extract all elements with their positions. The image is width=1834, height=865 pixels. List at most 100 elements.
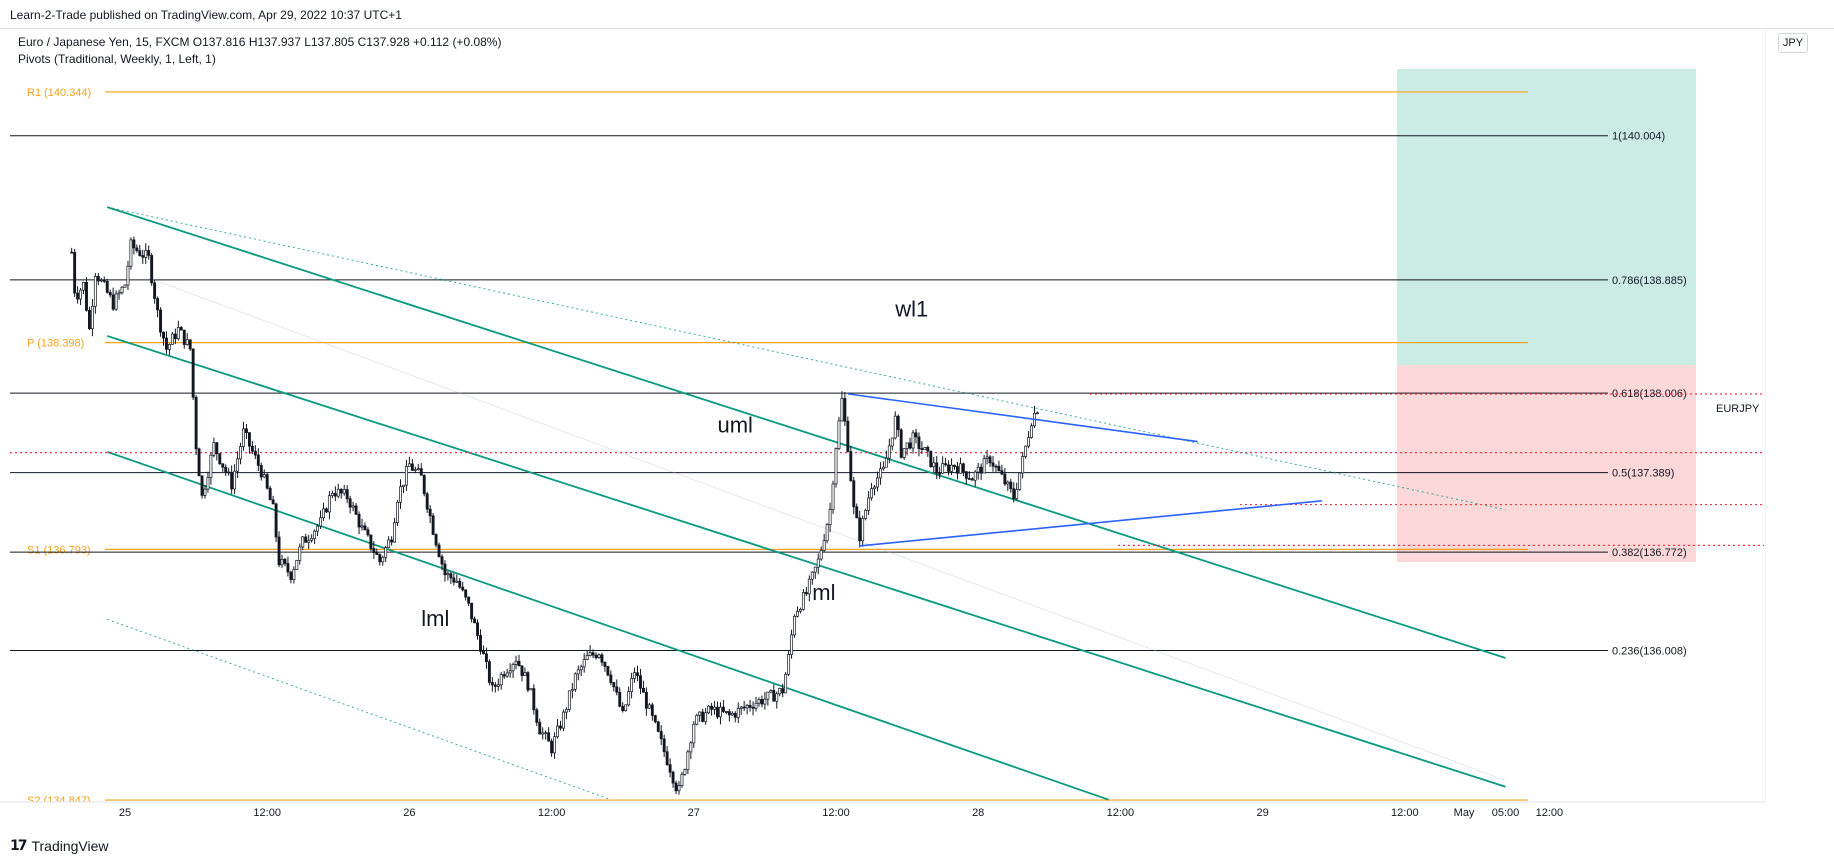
candle-body bbox=[339, 488, 343, 494]
candle-body bbox=[402, 484, 405, 488]
candle-body bbox=[351, 505, 355, 508]
candle-body bbox=[864, 510, 868, 519]
fib-level-label: 0.236(136.008) bbox=[1612, 645, 1687, 657]
candle-body bbox=[585, 655, 589, 660]
candle-body bbox=[639, 675, 642, 689]
candle-body bbox=[224, 466, 228, 473]
candle-body bbox=[807, 578, 811, 595]
candle-body bbox=[742, 706, 746, 709]
candle-body bbox=[375, 552, 379, 555]
candle-body bbox=[396, 501, 400, 524]
candle-body bbox=[135, 247, 139, 252]
pitchfork-line bbox=[106, 335, 1506, 788]
candle-body bbox=[754, 702, 758, 709]
chart-area[interactable]: R1 (140.344) P (138.398) S1 (136.793) S2 (1… bbox=[0, 28, 1766, 833]
x-tick-label: May bbox=[1454, 807, 1475, 819]
candle-body bbox=[964, 471, 968, 479]
candle-body bbox=[342, 489, 346, 494]
candle-body bbox=[630, 678, 634, 692]
candle-body bbox=[138, 250, 142, 256]
candle-body bbox=[529, 688, 533, 691]
candle-body bbox=[493, 684, 497, 687]
x-tick-label: 12:00 bbox=[538, 807, 566, 819]
candle-body bbox=[179, 327, 183, 331]
candle-body bbox=[784, 673, 788, 694]
candle-body bbox=[1018, 472, 1022, 490]
candle-body bbox=[520, 665, 524, 676]
candle-body bbox=[973, 471, 977, 481]
chart-annotation: uml bbox=[718, 413, 753, 438]
candle-body bbox=[126, 265, 130, 286]
candle-body bbox=[716, 706, 719, 718]
candle-body bbox=[810, 571, 814, 580]
symbol-legend[interactable]: Euro / Japanese Yen, 15, FXCM O137.816 H… bbox=[18, 35, 502, 49]
candle-body bbox=[455, 580, 459, 583]
currency-button[interactable]: JPY bbox=[1778, 33, 1808, 53]
pivots-legend[interactable]: Pivots (Traditional, Weekly, 1, Left, 1) bbox=[18, 52, 216, 66]
candle-body bbox=[150, 255, 154, 284]
candle-body bbox=[733, 713, 737, 718]
candle-body bbox=[739, 706, 743, 709]
candle-body bbox=[176, 327, 180, 340]
candle-body bbox=[449, 573, 453, 579]
candle-body bbox=[766, 691, 770, 700]
candle-body bbox=[70, 251, 74, 254]
candle-body bbox=[437, 544, 441, 558]
candle-body bbox=[502, 674, 506, 677]
candle-body bbox=[769, 690, 773, 693]
warning-line bbox=[107, 206, 1506, 511]
candle-body bbox=[87, 309, 91, 330]
candle-body bbox=[867, 497, 871, 511]
tradingview-logo[interactable]: 17 TradingView bbox=[10, 838, 109, 854]
publisher-bar: Learn-2-Trade published on TradingView.c… bbox=[0, 0, 1834, 29]
warning-line bbox=[107, 618, 612, 801]
candle-body bbox=[884, 457, 888, 468]
chart-annotation: lml bbox=[421, 606, 449, 631]
candle-body bbox=[793, 615, 796, 636]
candle-body bbox=[431, 515, 435, 535]
candle-body bbox=[194, 396, 198, 450]
candle-body bbox=[582, 659, 586, 668]
candle-body bbox=[245, 428, 248, 434]
candle-body bbox=[890, 437, 894, 447]
price-chart[interactable]: R1 (140.344) P (138.398) S1 (136.793) S2 (1… bbox=[0, 28, 1766, 833]
candle-body bbox=[914, 432, 918, 438]
candle-body bbox=[295, 559, 299, 570]
candle-body bbox=[644, 692, 648, 709]
candle-body bbox=[286, 563, 290, 573]
candle-body bbox=[547, 732, 551, 742]
candle-body bbox=[920, 448, 924, 450]
candle-body bbox=[360, 525, 364, 528]
candle-body bbox=[218, 453, 222, 465]
x-tick-label: 27 bbox=[688, 807, 700, 819]
candle-body bbox=[105, 281, 109, 293]
candle-body bbox=[316, 525, 320, 532]
candle-body bbox=[790, 634, 794, 655]
candle-body bbox=[659, 731, 663, 740]
candle-body bbox=[464, 589, 468, 598]
candle-body bbox=[873, 486, 876, 490]
candle-body bbox=[760, 698, 764, 705]
candle-body bbox=[970, 478, 974, 481]
fib-level-label: 0.786(138.885) bbox=[1612, 275, 1687, 287]
candle-body bbox=[387, 539, 391, 548]
chart-annotation: wl1 bbox=[894, 297, 928, 322]
candle-body bbox=[813, 566, 817, 573]
candle-body bbox=[250, 445, 254, 452]
candle-body bbox=[162, 331, 165, 339]
candle-body bbox=[470, 602, 474, 620]
candle-body bbox=[994, 465, 998, 468]
candle-body bbox=[757, 698, 761, 704]
candle-body bbox=[1021, 456, 1025, 474]
candle-body bbox=[197, 448, 201, 477]
candle-body bbox=[357, 513, 361, 528]
candle-body bbox=[307, 540, 311, 543]
candle-body bbox=[170, 333, 174, 345]
candle-body bbox=[123, 284, 127, 288]
candle-body bbox=[878, 468, 882, 479]
candle-body bbox=[822, 540, 826, 551]
candle-body bbox=[579, 666, 583, 671]
candle-body bbox=[772, 690, 776, 702]
candle-body bbox=[253, 450, 257, 456]
candle-body bbox=[440, 556, 444, 565]
